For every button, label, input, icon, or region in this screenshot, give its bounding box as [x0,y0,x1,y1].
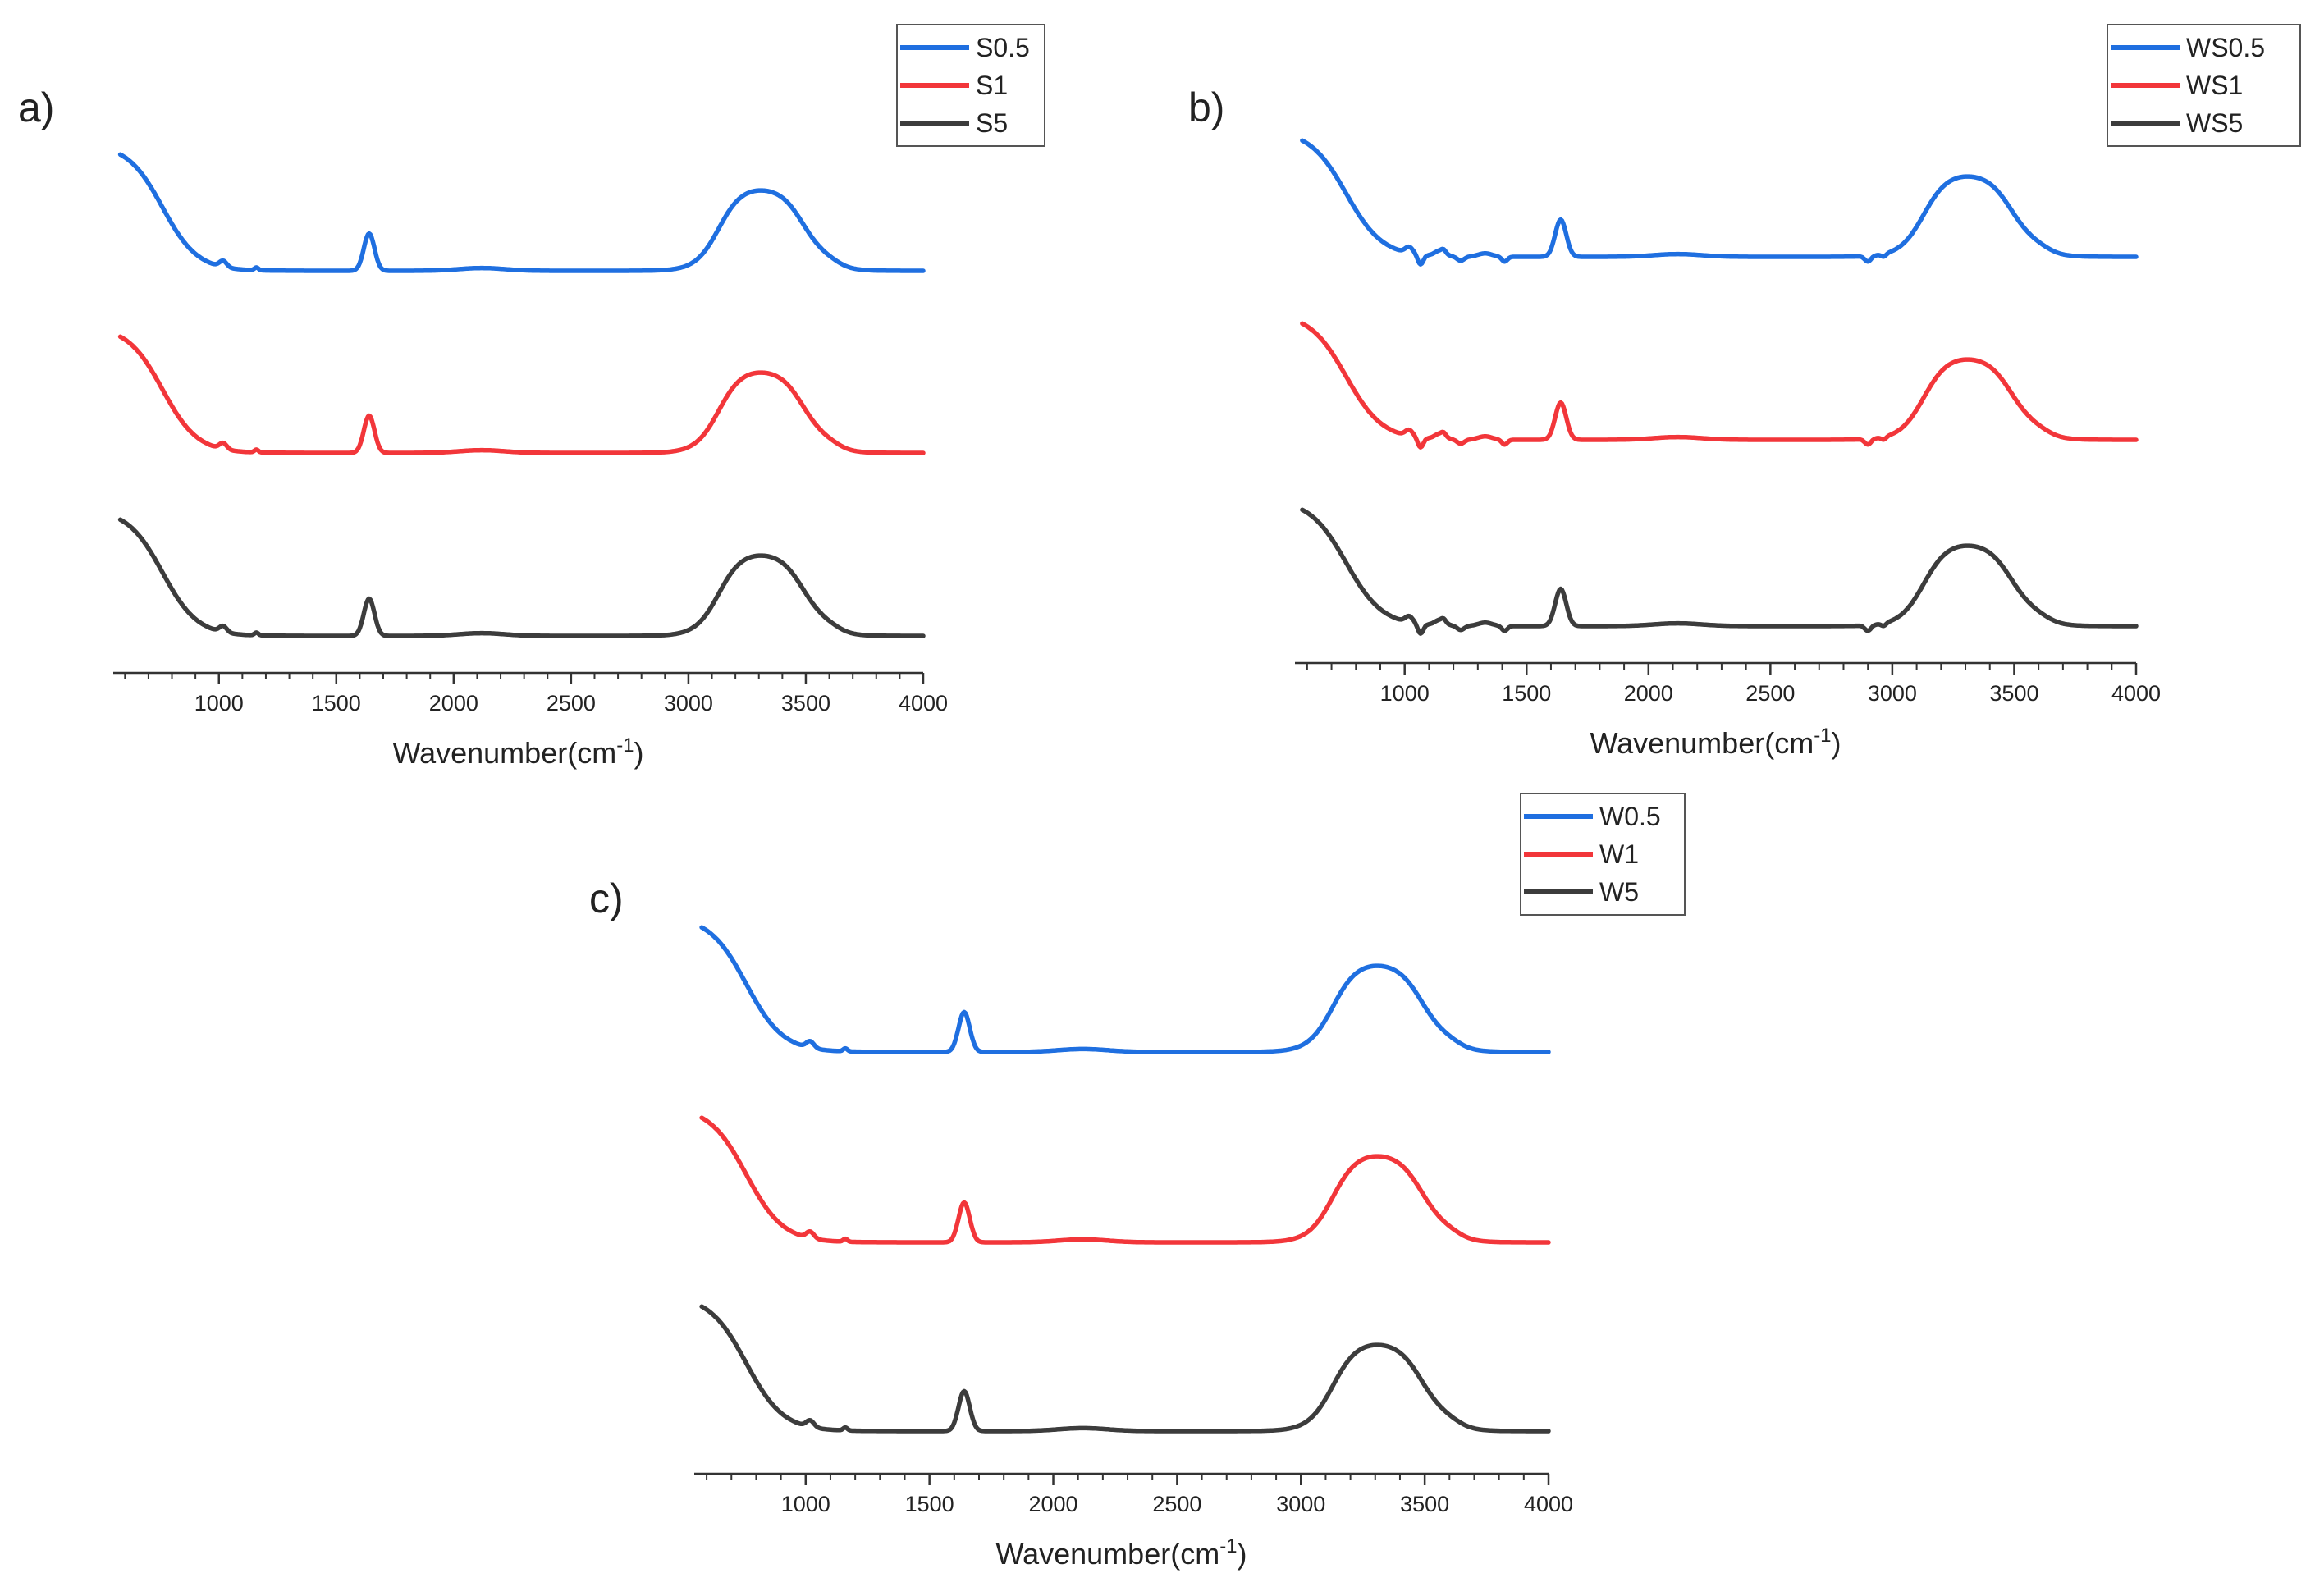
x-tick-label: 1500 [312,691,361,716]
legend: W0.5 W1 W5 [1520,793,1686,916]
x-tick-label: 3000 [1276,1492,1325,1516]
x-tick-label: 3500 [1400,1492,1449,1516]
x-tick-label: 4000 [899,691,948,716]
legend-entry: WS5 [2186,108,2243,138]
legend-entry: S1 [976,71,1008,100]
legend-entry: S0.5 [976,33,1030,62]
x-tick-label: 1000 [781,1492,830,1516]
series-line-S5 [117,517,926,638]
x-tick-label: 2500 [1152,1492,1201,1516]
x-tick-label: 2000 [1028,1492,1077,1516]
panel-label: c) [589,876,624,921]
panel-2: b) 1000 1500 2000 2500 3000 3500 4000 Wavenumber… [1188,24,2301,760]
panel-label: b) [1188,85,1224,130]
legend: WS0.5 WS1 WS5 [2107,24,2301,147]
x-tick-label: 1500 [905,1492,954,1516]
x-tick-label: 3000 [1868,681,1917,706]
legend-entry: W0.5 [1599,802,1661,831]
x-tick-label: 1500 [1502,681,1551,706]
series-line-S0.5 [117,152,926,273]
panel-1: a) 1000 1500 2000 2500 3000 3500 4000 Wavenumber… [18,24,1045,770]
x-axis-title: Wavenumber(cm-1) [392,734,643,770]
panel-label: a) [18,85,54,130]
x-tick-label: 3000 [664,691,713,716]
x-tick-label: 2500 [547,691,596,716]
x-axis-title: Wavenumber(cm-1) [995,1535,1247,1571]
series-line-WS0.5 [1300,138,2139,267]
series-line-WS5 [1300,507,2139,636]
legend-entry: W5 [1599,877,1639,907]
legend: S0.5 S1 S5 [896,24,1045,147]
series-line-S1 [117,334,926,455]
series-line-W5 [699,1304,1551,1434]
legend-entry: W1 [1599,839,1639,869]
x-tick-label: 1000 [194,691,244,716]
series-line-WS1 [1300,321,2139,450]
x-tick-label: 2000 [429,691,478,716]
series-line-W1 [699,1115,1551,1245]
series-line-W0.5 [699,925,1551,1054]
legend-entry: S5 [976,108,1008,138]
x-tick-label: 4000 [2111,681,2161,706]
x-tick-label: 2000 [1624,681,1673,706]
x-tick-label: 2500 [1745,681,1795,706]
x-tick-label: 1000 [1380,681,1430,706]
x-axis-title: Wavenumber(cm-1) [1590,725,1841,760]
legend-entry: WS0.5 [2186,33,2265,62]
x-tick-label: 3500 [781,691,830,716]
panel-3: c) 1000 1500 2000 2500 3000 3500 4000 Wavenumber… [589,793,1686,1571]
x-tick-label: 3500 [1989,681,2038,706]
x-tick-label: 4000 [1524,1492,1573,1516]
legend-entry: WS1 [2186,71,2243,100]
